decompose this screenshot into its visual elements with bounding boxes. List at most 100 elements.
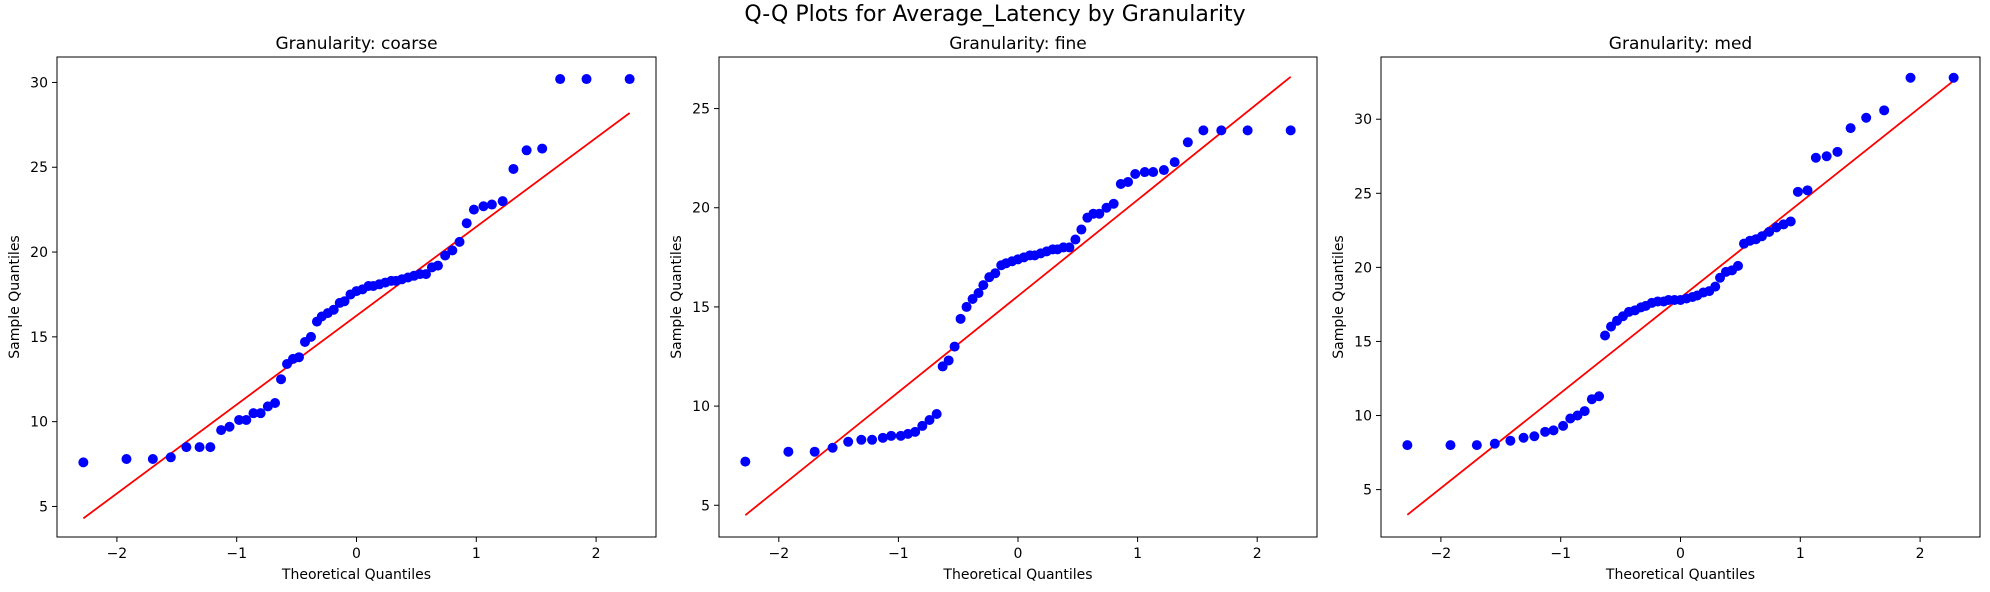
data-point-med	[1548, 425, 1559, 436]
y-tick-label-fine: 15	[692, 300, 710, 316]
y-tick-label-med: 10	[1354, 409, 1372, 425]
data-point-med	[1710, 281, 1721, 292]
data-point-coarse	[305, 331, 316, 342]
y-tick-label-coarse: 20	[30, 245, 48, 261]
data-point-med	[1810, 152, 1821, 163]
data-point-fine	[877, 432, 888, 443]
data-point-coarse	[454, 236, 465, 247]
x-axis-label-fine: Theoretical Quantiles	[942, 567, 1092, 583]
data-point-fine	[955, 313, 966, 324]
data-point-coarse	[181, 442, 192, 453]
data-point-fine	[1158, 165, 1169, 176]
data-point-coarse	[447, 245, 458, 256]
data-point-fine	[1064, 242, 1075, 253]
x-axis-label-coarse: Theoretical Quantiles	[281, 567, 431, 583]
data-point-med	[1572, 410, 1583, 421]
data-point-med	[1445, 440, 1456, 451]
data-point-coarse	[486, 199, 497, 210]
data-point-coarse	[555, 74, 566, 85]
data-point-fine	[990, 268, 1001, 279]
data-point-fine	[1242, 125, 1253, 136]
data-point-fine	[924, 414, 935, 425]
data-point-coarse	[521, 145, 532, 156]
y-axis-label-fine: Sample Quantiles	[669, 235, 685, 358]
y-axis-label-med: Sample Quantiles	[1331, 235, 1347, 358]
data-point-coarse	[194, 442, 205, 453]
data-point-coarse	[241, 414, 252, 425]
data-point-med	[1802, 185, 1813, 196]
data-point-fine	[843, 436, 854, 447]
data-point-fine	[827, 442, 838, 453]
panel-title-fine: Granularity: fine	[949, 34, 1087, 54]
data-point-coarse	[624, 74, 635, 85]
data-point-coarse	[276, 374, 287, 385]
data-point-fine	[943, 355, 954, 366]
y-tick-label-fine: 5	[701, 498, 710, 514]
data-point-coarse	[497, 196, 508, 207]
data-point-med	[1845, 123, 1856, 134]
data-point-med	[1905, 72, 1916, 83]
data-point-coarse	[255, 408, 266, 419]
data-point-coarse	[440, 250, 451, 261]
data-point-fine	[1198, 125, 1209, 136]
data-point-fine	[783, 446, 794, 457]
data-point-coarse	[78, 457, 89, 468]
data-point-fine	[973, 288, 984, 299]
data-point-med	[1579, 406, 1590, 417]
data-point-med	[1489, 438, 1500, 449]
data-point-coarse	[205, 442, 216, 453]
y-tick-label-coarse: 30	[30, 75, 48, 91]
data-point-med	[1558, 420, 1569, 431]
data-point-med	[1529, 431, 1540, 442]
data-point-med	[1785, 216, 1796, 227]
x-tick-label-fine: −1	[888, 546, 909, 562]
axes-frame-coarse	[56, 56, 657, 538]
data-point-med	[1792, 186, 1803, 197]
fit-line-coarse	[82, 112, 631, 520]
data-point-fine	[886, 430, 897, 441]
data-point-med	[1948, 72, 1959, 83]
data-point-coarse	[468, 204, 479, 215]
data-point-fine	[1076, 224, 1087, 235]
data-point-fine	[1148, 167, 1159, 178]
data-point-med	[1594, 391, 1605, 402]
data-point-coarse	[478, 201, 489, 212]
data-point-fine	[1139, 167, 1150, 178]
data-point-fine	[856, 434, 867, 445]
data-point-fine	[1070, 234, 1081, 245]
y-tick-label-coarse: 10	[30, 415, 48, 431]
data-point-fine	[1285, 125, 1296, 136]
x-tick-label-fine: 1	[1133, 546, 1142, 562]
data-point-med	[1540, 426, 1551, 437]
data-point-fine	[1108, 198, 1119, 209]
data-point-med	[1471, 440, 1482, 451]
data-point-coarse	[508, 163, 519, 174]
data-point-med	[1821, 151, 1832, 162]
data-point-coarse	[420, 269, 431, 280]
data-point-coarse	[216, 425, 227, 436]
data-point-fine	[740, 456, 751, 467]
y-tick-label-fine: 20	[692, 201, 710, 217]
x-tick-label-med: −2	[1431, 546, 1452, 562]
data-point-coarse	[234, 414, 245, 425]
data-point-fine	[1182, 137, 1193, 148]
data-point-fine	[1123, 176, 1134, 187]
data-point-fine	[809, 446, 820, 457]
data-point-fine	[867, 434, 878, 445]
panel-title-med: Granularity: med	[1609, 34, 1752, 54]
data-point-fine	[961, 301, 972, 312]
y-tick-label-med: 15	[1354, 334, 1372, 350]
y-tick-label-med: 25	[1354, 186, 1372, 202]
data-point-med	[1505, 435, 1516, 446]
data-point-med	[1756, 231, 1767, 242]
data-point-coarse	[293, 352, 304, 363]
data-point-coarse	[537, 143, 548, 154]
data-point-coarse	[581, 74, 592, 85]
y-tick-label-coarse: 25	[30, 160, 48, 176]
data-point-coarse	[248, 408, 259, 419]
y-tick-label-med: 30	[1354, 112, 1372, 128]
x-tick-label-coarse: −1	[226, 546, 247, 562]
